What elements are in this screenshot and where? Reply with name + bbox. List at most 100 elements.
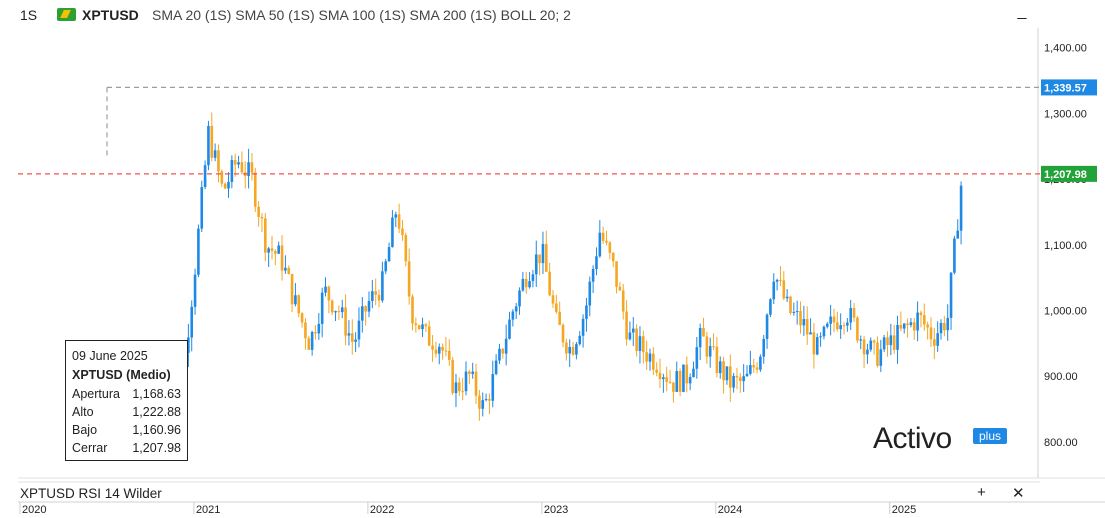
candle-body (598, 232, 602, 257)
candle-body (361, 306, 364, 321)
candle-body (264, 218, 267, 253)
candle-body (769, 299, 772, 315)
candle-body (876, 342, 879, 366)
candle-body (240, 162, 244, 173)
candle-body (247, 162, 250, 177)
candle-body (377, 294, 381, 301)
candle-body (856, 317, 859, 341)
candle-body (912, 322, 916, 331)
candle-body (889, 335, 893, 346)
tooltip-value: 1,168.63 (132, 387, 181, 401)
candle-body (280, 245, 284, 271)
price-tag-label: 1,339.57 (1044, 82, 1087, 94)
candle-body (524, 278, 528, 288)
candle-body (825, 323, 829, 327)
candle-body (290, 274, 294, 305)
close-panel-button[interactable]: ✕ (1012, 485, 1025, 502)
candle-body (631, 328, 635, 333)
price-tag (1041, 165, 1097, 182)
candle-body (688, 377, 692, 384)
candle-body (585, 305, 588, 319)
tooltip-value: 1,160.96 (132, 423, 181, 437)
candle-body (297, 295, 301, 314)
candle-body (207, 125, 210, 166)
candle-body (431, 345, 434, 350)
candle-body (715, 346, 719, 374)
candle-body (354, 339, 357, 342)
candle-body (544, 243, 548, 272)
y-axis: 800.00900.001,000.001,100.001,200.001,30… (1044, 43, 1087, 449)
expand-panel-button[interactable]: + (977, 484, 986, 501)
y-tick-label: 1,100.00 (1044, 240, 1087, 252)
candle-body (705, 336, 709, 357)
candle-body (397, 214, 401, 229)
candle-body (872, 340, 876, 343)
candle-body (732, 375, 735, 388)
candle-body (943, 322, 946, 331)
candle-body (391, 217, 394, 248)
candle-body (230, 160, 234, 182)
candle-body (581, 318, 585, 336)
candle-body (846, 322, 849, 326)
candle-body (294, 295, 297, 305)
candle-body (501, 348, 505, 354)
candle-body (762, 338, 766, 357)
interval-selector[interactable]: 1S (20, 7, 38, 23)
candle-body (685, 364, 689, 384)
candle-body (678, 371, 682, 392)
indicator-legend[interactable]: SMA 20 (1S) SMA 50 (1S) SMA 100 (1S) SMA… (152, 7, 571, 23)
candle-body (381, 271, 384, 301)
candle-body (605, 240, 608, 243)
candle-body (615, 261, 618, 287)
candle-body (728, 366, 732, 388)
candle-body (518, 290, 521, 307)
candle-body (565, 342, 568, 354)
candle-body (307, 338, 311, 350)
candle-body (601, 232, 605, 241)
rsi-indicator-label[interactable]: XPTUSD RSI 14 Wilder (20, 486, 162, 501)
candle-body (223, 183, 227, 189)
candle-body (805, 319, 809, 335)
candle-body (672, 382, 675, 392)
candle-body (608, 242, 612, 253)
candle-body (892, 335, 896, 350)
tooltip-date: 09 June 2025 (72, 349, 148, 363)
candle-body (692, 368, 695, 378)
candle-body (250, 162, 254, 173)
candle-body (267, 248, 270, 253)
candle-body (401, 228, 404, 236)
candle-body (334, 311, 337, 313)
candle-body (755, 367, 759, 370)
candle-body (371, 291, 374, 301)
candle-body (227, 181, 230, 189)
minimize-button[interactable]: _ (1017, 3, 1027, 20)
candle-body (478, 395, 481, 409)
candle-body (836, 322, 839, 330)
candle-body (802, 319, 806, 326)
symbol-label[interactable]: XPTUSD (82, 7, 139, 23)
rsi-panel-header: XPTUSD RSI 14 Wilder + ✕ (0, 484, 1040, 502)
candle-body (260, 216, 264, 219)
candle-body (327, 286, 331, 301)
candle-body (350, 333, 354, 342)
candle-body (662, 377, 665, 380)
candle-body (320, 292, 324, 324)
candle-body (454, 382, 458, 394)
candle-body (712, 346, 715, 348)
candle-body (749, 365, 752, 374)
candle-body (347, 333, 351, 336)
candle-body (427, 326, 431, 346)
candle-body (571, 347, 575, 355)
candle-body (628, 332, 632, 340)
candle-body (625, 311, 628, 340)
candle-body (300, 313, 304, 323)
candle-body (444, 350, 448, 352)
candle-body (203, 165, 207, 188)
tooltip-label: Apertura (72, 387, 120, 401)
candle-body (956, 230, 960, 239)
y-tick-label: 1,300.00 (1044, 108, 1087, 120)
candle-body (471, 371, 475, 374)
reference-lines (18, 86, 1040, 175)
candle-body (765, 314, 769, 339)
